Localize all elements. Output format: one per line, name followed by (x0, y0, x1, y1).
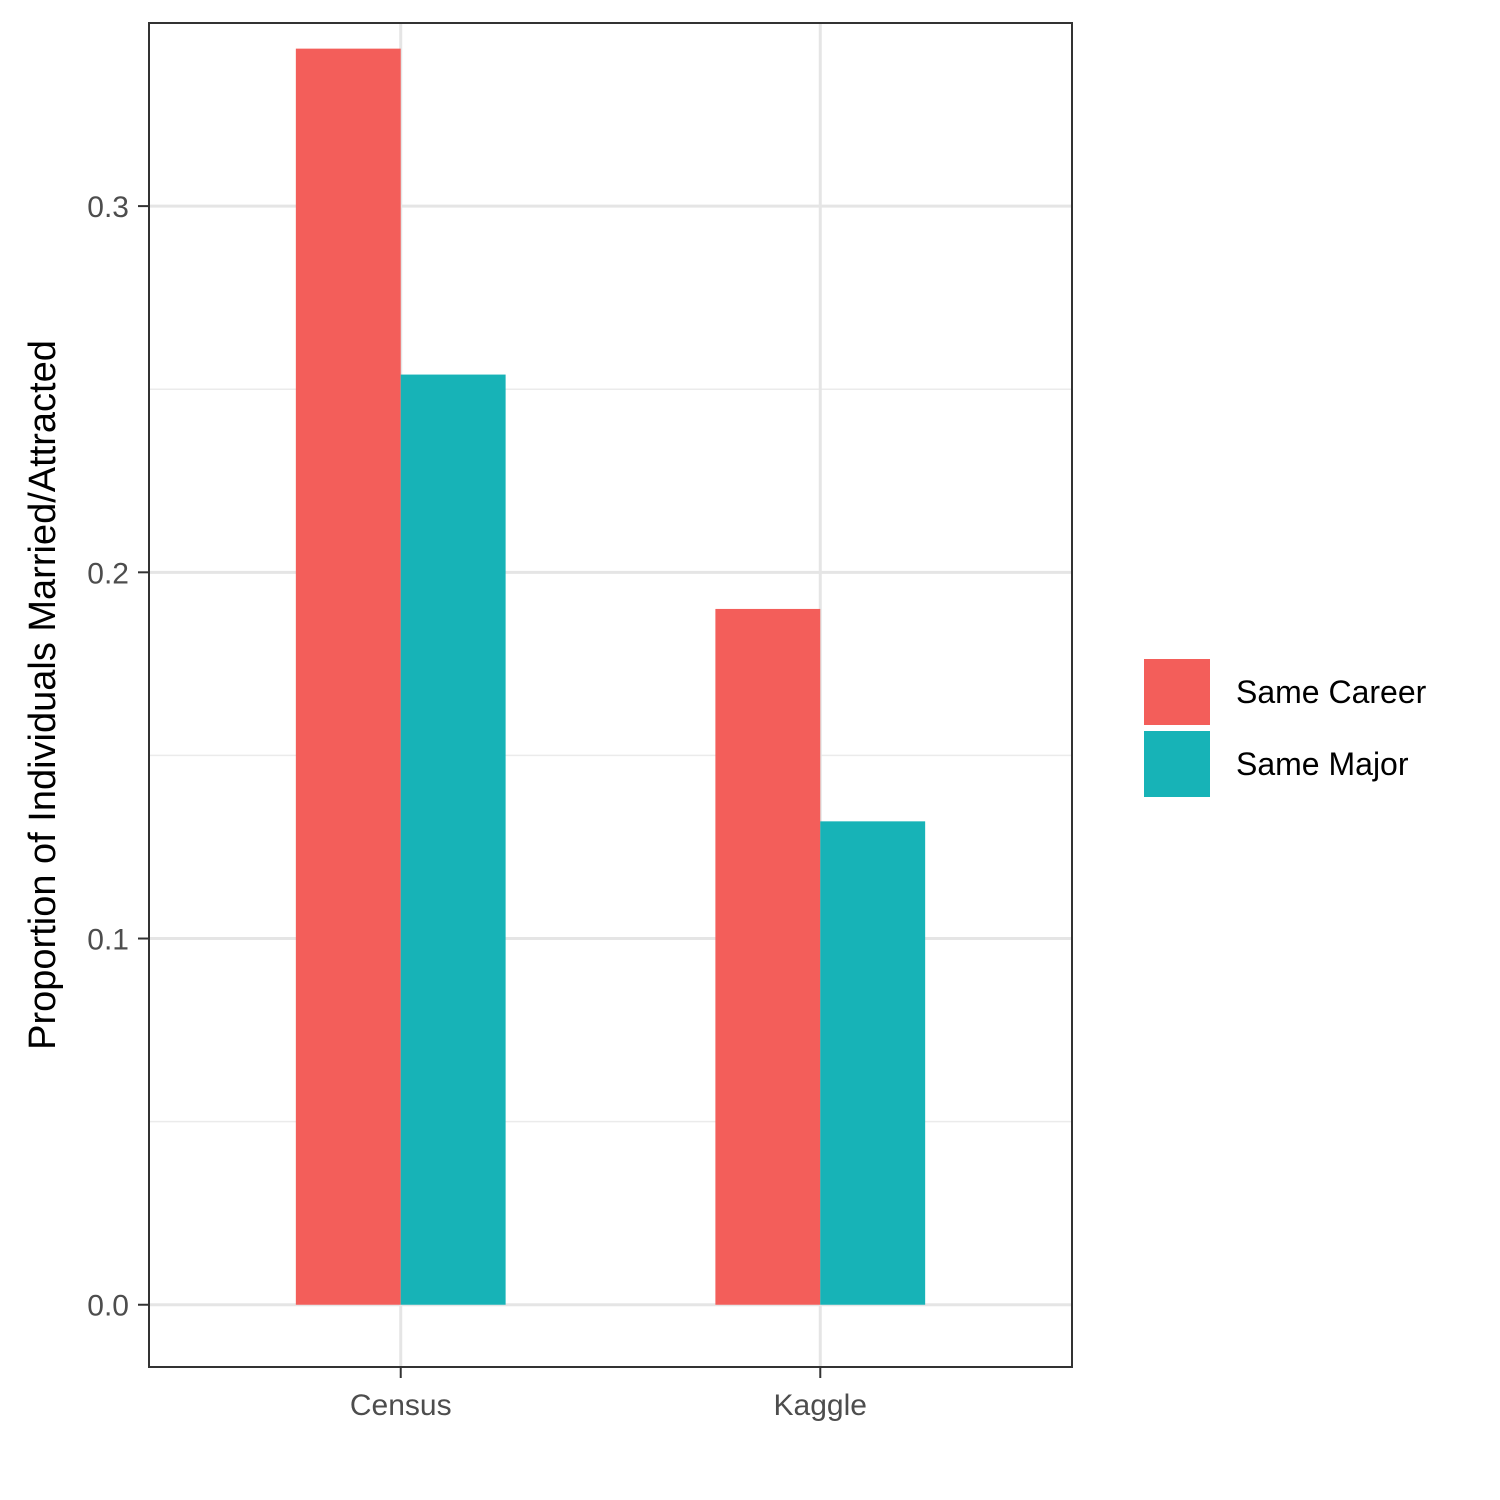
bar-same-major-kaggle (820, 821, 926, 1305)
y-axis: 0.0 0.1 0.2 0.3 (87, 191, 149, 1323)
legend-label-same-career: Same Career (1236, 674, 1427, 710)
legend: Same Career Same Major (1144, 659, 1427, 797)
minor-gridlines (149, 388, 1072, 1123)
y-tick-label: 0.2 (87, 557, 129, 590)
bar-same-career-census (295, 48, 401, 1305)
bar-same-career-kaggle (715, 608, 821, 1305)
legend-key-same-major (1144, 731, 1210, 797)
x-axis: Census Kaggle (350, 1367, 867, 1422)
legend-key-same-career (1144, 659, 1210, 725)
y-tick-label: 0.1 (87, 924, 129, 957)
plot-panel-border (148, 22, 1073, 1368)
y-tick-label: 0.0 (87, 1290, 129, 1323)
bars (295, 48, 926, 1305)
legend-label-same-major: Same Major (1236, 746, 1409, 782)
y-axis-title: Proportion of Individuals Married/Attrac… (22, 340, 64, 1050)
major-gridlines (149, 23, 1072, 1367)
y-tick-label: 0.3 (87, 191, 129, 224)
x-tick-label-census: Census (350, 1389, 452, 1422)
bar-same-major-census (400, 374, 506, 1305)
x-tick-label-kaggle: Kaggle (774, 1389, 867, 1422)
